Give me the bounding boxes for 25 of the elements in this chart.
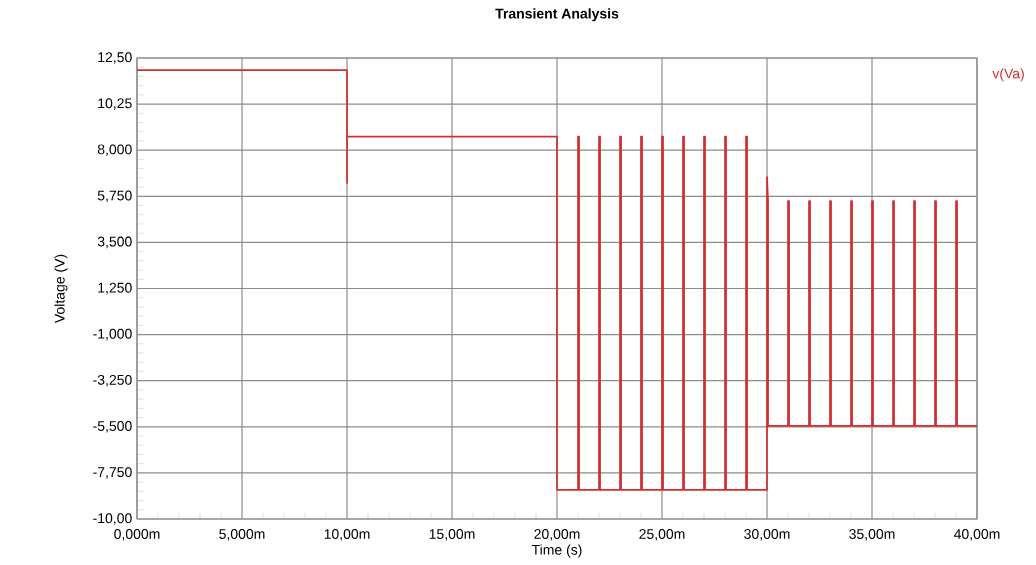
x-tick-label: 5,000m — [219, 529, 265, 541]
y-tick-label: -5,500 — [93, 421, 132, 433]
x-tick-label: 40,00m — [953, 529, 1000, 541]
y-tick-label: 3,500 — [97, 236, 132, 249]
x-tick-label: 0,000m — [114, 529, 160, 541]
x-tick-label: 15,00m — [429, 529, 475, 541]
y-tick-label: 5,750 — [97, 190, 132, 203]
text: v(Va) — [992, 68, 1024, 82]
y-tick-label: 8,000 — [97, 144, 132, 156]
y-tick-label: 1,250 — [98, 282, 132, 295]
x-axis-title: Time (s) — [531, 544, 582, 558]
y-tick-label: -10,00 — [93, 513, 132, 525]
line-series — [137, 69, 977, 491]
y-axis-title: Voltage (V) — [54, 254, 68, 324]
x-tick-label: 10,00m — [324, 529, 370, 541]
chart-title: Transient Analysis — [495, 8, 619, 22]
x-tick-label: 25,00m — [639, 529, 685, 541]
y-tick-label: 12,50 — [98, 52, 132, 64]
y-tick-label: -7,750 — [93, 467, 132, 479]
y-tick-label: 10,25 — [98, 98, 132, 110]
x-tick-label: 20,00m — [534, 529, 580, 541]
y-tick-label: -1,000 — [93, 328, 132, 341]
y-tick-label: -3,250 — [93, 374, 132, 387]
x-tick-label: 35,00m — [849, 529, 895, 541]
x-tick-label: 30,00m — [744, 529, 790, 541]
